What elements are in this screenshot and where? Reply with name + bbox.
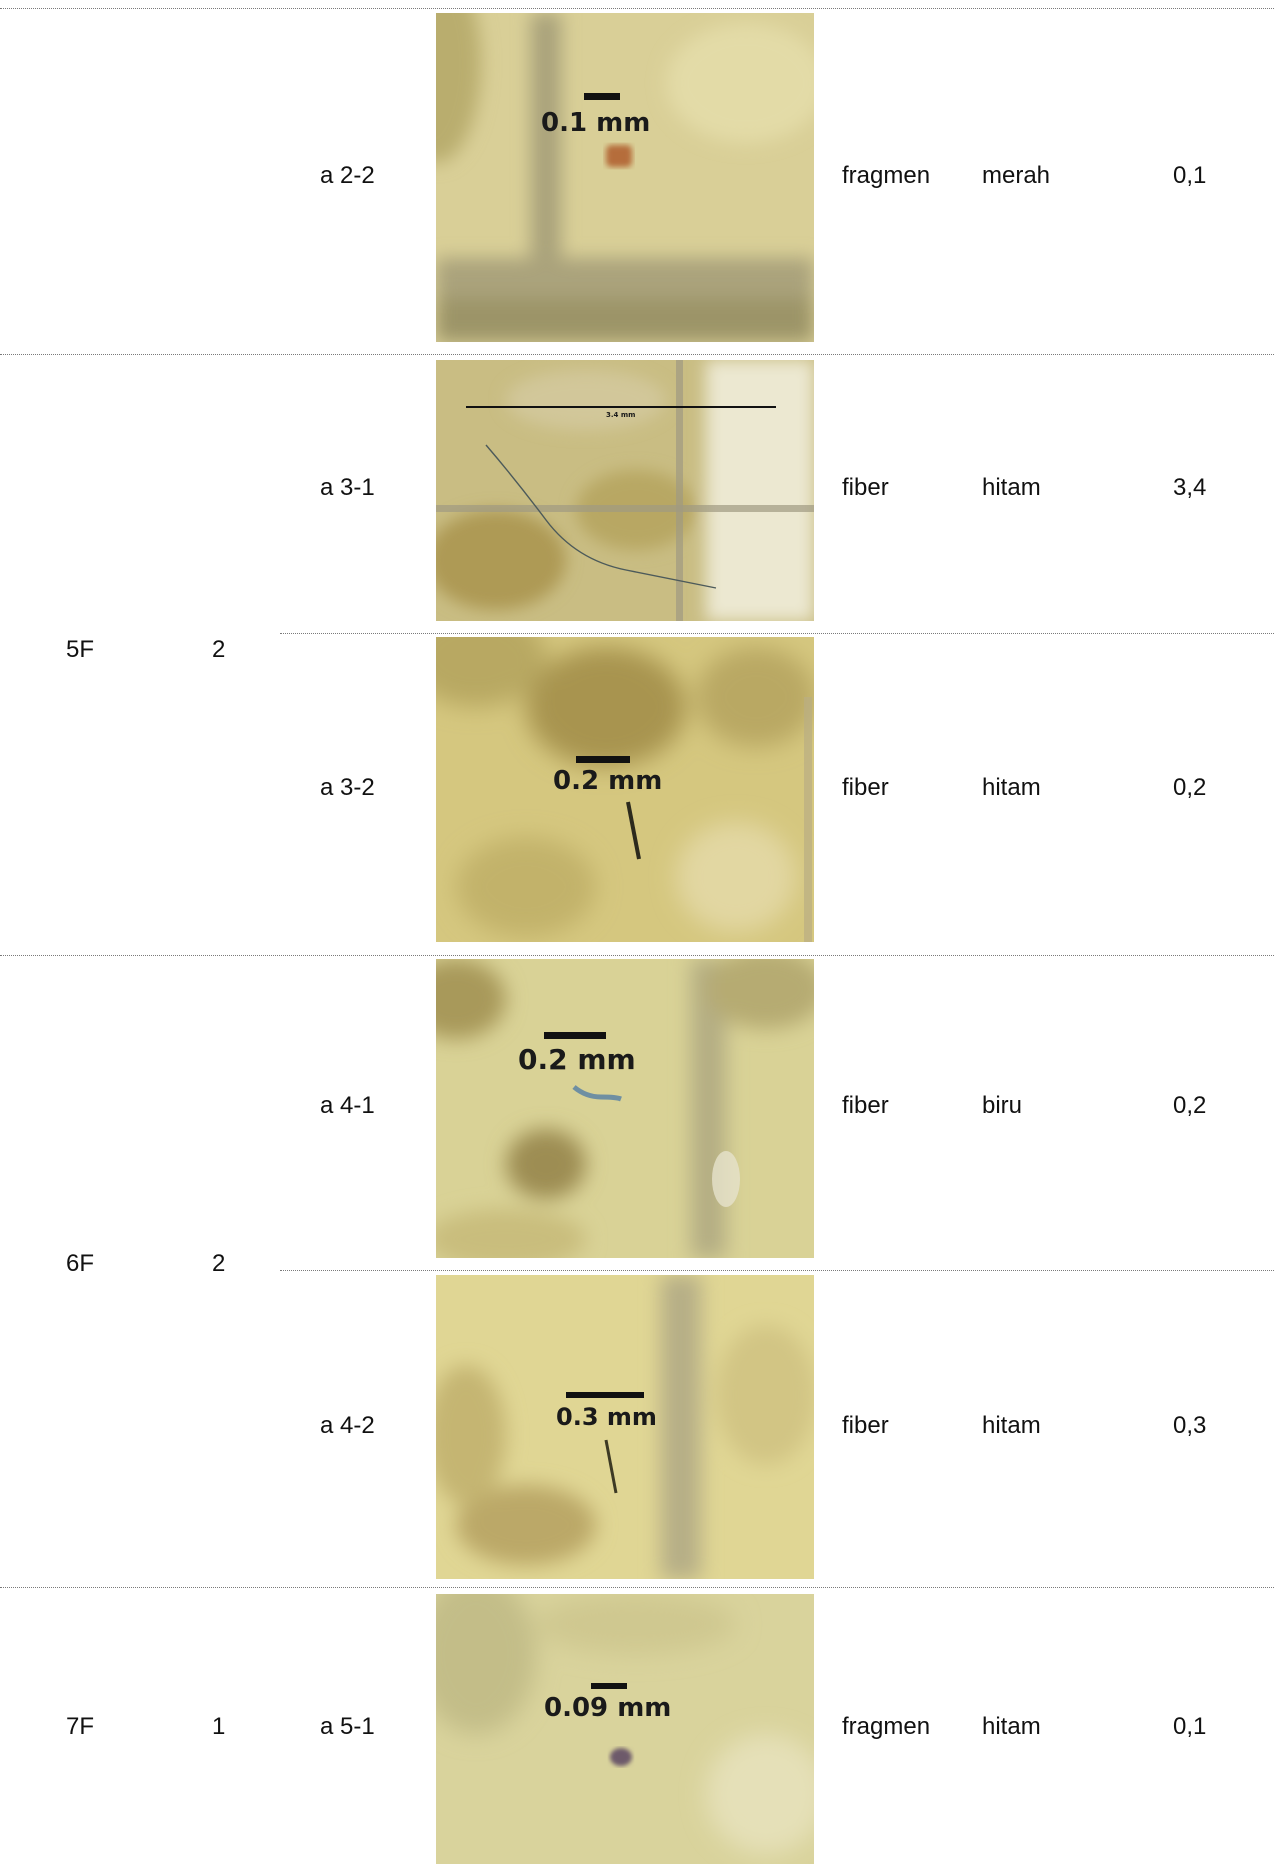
particle-code: a 3-1 [320, 474, 375, 501]
particle-code: a 4-1 [320, 1092, 375, 1119]
scale-bar-label: 0.3 mm [556, 1403, 657, 1431]
particle-type: fiber [842, 774, 889, 801]
particle-type: fiber [842, 474, 889, 501]
row-divider [280, 633, 1274, 634]
particle-type: fragmen [842, 162, 931, 189]
particle-size: 0,3 [1173, 1412, 1207, 1439]
row-divider [280, 1270, 1274, 1271]
particle-size: 0,2 [1173, 1092, 1207, 1119]
scale-bar-label: 3.4 mm [606, 411, 635, 419]
micrograph-image: 0.3 mm [436, 1275, 814, 1579]
micrograph-image: 0.2 mm [436, 959, 814, 1258]
particle-size: 0,1 [1173, 162, 1207, 189]
micrograph-image: 0.2 mm [436, 637, 814, 942]
count-label: 2 [212, 1250, 226, 1277]
micrograph-image: 0.1 mm [436, 13, 814, 342]
particle-color: hitam [982, 1412, 1041, 1439]
sample-label: 7F [66, 1713, 95, 1740]
scale-bar-label: 0.2 mm [553, 766, 662, 796]
sample-label: 6F [66, 1250, 95, 1277]
particle-code: a 5-1 [320, 1713, 375, 1740]
particle-type: fiber [842, 1092, 889, 1119]
scale-bar-label: 0.2 mm [518, 1043, 636, 1076]
particle-code: a 3-2 [320, 774, 375, 801]
particle-color: hitam [982, 774, 1041, 801]
particle-code: a 2-2 [320, 162, 375, 189]
particle-size: 3,4 [1173, 474, 1207, 501]
particle-color: hitam [982, 474, 1041, 501]
row-divider [0, 8, 1274, 9]
scale-bar-label: 0.09 mm [544, 1693, 671, 1723]
sample-label: 5F [66, 636, 95, 663]
particle-color: biru [982, 1092, 1023, 1119]
count-label: 2 [212, 636, 226, 663]
particle-color: hitam [982, 1713, 1041, 1740]
particle-size: 0,2 [1173, 774, 1207, 801]
particle-color: merah [982, 162, 1051, 189]
particle-code: a 4-2 [320, 1412, 375, 1439]
particle-type: fiber [842, 1412, 889, 1439]
particle-type: fragmen [842, 1713, 931, 1740]
count-label: 1 [212, 1713, 226, 1740]
row-divider [0, 955, 1274, 956]
row-divider [0, 1587, 1274, 1588]
micrograph-image: 0.09 mm [436, 1594, 814, 1864]
micrograph-image: 3.4 mm [436, 360, 814, 621]
scale-bar-label: 0.1 mm [541, 108, 650, 138]
particle-size: 0,1 [1173, 1713, 1207, 1740]
row-divider [0, 354, 1274, 355]
